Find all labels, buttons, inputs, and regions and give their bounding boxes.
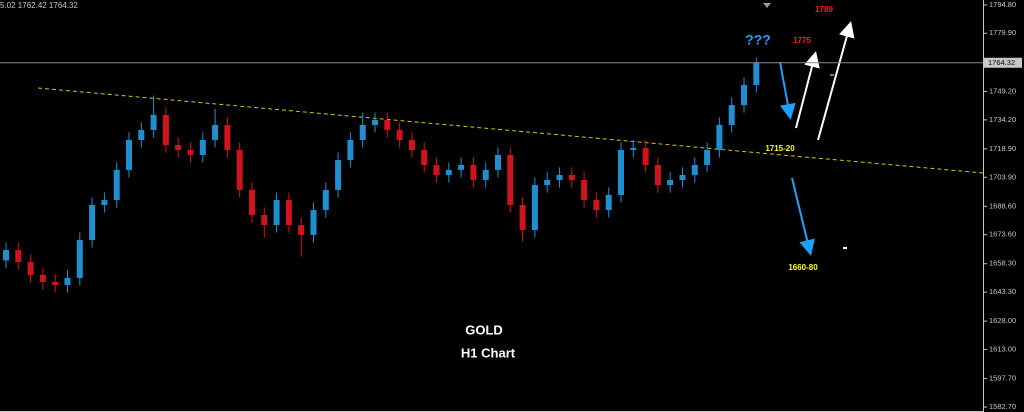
y-tick-label: 1673.60 <box>989 230 1016 239</box>
candle-body <box>15 250 22 263</box>
header: 5.02 1762.42 1764.32 <box>0 1 78 10</box>
candle-body <box>335 160 342 190</box>
price-label-box <box>984 57 1022 68</box>
y-tick-label: 1613.00 <box>989 345 1016 354</box>
candle-body <box>408 139 415 150</box>
y-tick-label: 1794.80 <box>989 0 1016 9</box>
candle-body <box>667 179 674 186</box>
candle-body <box>187 149 194 155</box>
candle-body <box>372 120 378 125</box>
y-tick-label: 1718.90 <box>989 144 1016 153</box>
candle-body <box>310 210 317 235</box>
price-label: 1764.32 <box>988 58 1015 67</box>
candle-body <box>27 262 34 275</box>
candle-body <box>89 204 96 241</box>
candle-body <box>433 164 440 176</box>
y-tick-label: 1749.20 <box>989 86 1016 95</box>
arrow <box>817 21 855 141</box>
y-tick-label: 1597.70 <box>989 374 1016 383</box>
arrow <box>795 51 820 129</box>
candle-body <box>76 240 83 278</box>
candle-body <box>593 200 600 211</box>
annotation: 1789 <box>815 5 833 14</box>
candle-body <box>175 145 182 150</box>
candle-body <box>704 149 711 165</box>
candle-body <box>642 147 649 165</box>
candle-body <box>384 120 391 130</box>
candle-body <box>605 194 612 211</box>
annotation: 1715-20 <box>765 144 795 153</box>
shift-marker <box>763 3 771 8</box>
candle-body <box>519 204 526 230</box>
y-tick-label: 1643.30 <box>989 287 1016 296</box>
y-tick-label: 1628.00 <box>989 316 1016 325</box>
y-tick-label: 1703.90 <box>989 172 1016 181</box>
candle-body <box>212 124 219 140</box>
candle-body <box>470 164 477 180</box>
candle-body <box>531 185 538 230</box>
arrow <box>779 61 796 120</box>
annotation: ??? <box>745 32 771 48</box>
candle-body <box>482 169 489 180</box>
candle-body <box>556 175 563 180</box>
chart-title: GOLD <box>465 322 503 337</box>
candle-body <box>741 84 747 106</box>
candle-body <box>150 114 157 130</box>
candle-body <box>507 154 514 205</box>
y-tick-label: 1658.30 <box>989 259 1016 268</box>
candle-body <box>396 129 403 140</box>
candle-body <box>249 189 255 216</box>
candle-body <box>359 124 366 140</box>
candle-body <box>101 200 108 205</box>
candle-body <box>679 175 686 180</box>
candle-body <box>568 175 575 180</box>
candle-body <box>273 200 280 226</box>
candle-body <box>224 124 231 150</box>
candle-body <box>113 169 120 201</box>
candle-body <box>64 277 71 285</box>
candle-body <box>52 281 59 285</box>
candle-body <box>618 149 624 195</box>
candle-body <box>298 225 305 235</box>
candle-body <box>322 189 329 211</box>
y-tick-label: 1688.60 <box>989 201 1016 210</box>
candle-body <box>138 129 145 140</box>
candle-body <box>630 147 637 150</box>
candle-body <box>581 179 588 201</box>
candle-body <box>285 200 292 226</box>
arrow <box>791 177 815 256</box>
chart-subtitle: H1 Chart <box>461 345 516 360</box>
arrows <box>779 21 855 256</box>
candle-body <box>39 274 46 282</box>
candle-body <box>347 139 354 161</box>
candle-body <box>654 164 661 186</box>
candle-body <box>716 124 723 150</box>
candle-body <box>495 154 501 170</box>
candle-body <box>162 114 169 146</box>
y-tick-label: 1582.70 <box>989 402 1016 411</box>
candle-body <box>691 164 698 176</box>
candle-body <box>261 215 268 226</box>
candle-body <box>728 105 735 125</box>
candle-body <box>753 62 760 85</box>
candle-body <box>126 139 132 170</box>
y-tick-label: 1779.90 <box>989 28 1016 37</box>
candle-body <box>199 139 206 155</box>
candle-body <box>445 169 452 176</box>
candle-body <box>544 179 551 186</box>
annotation: 1660-80 <box>788 263 818 272</box>
candle-body <box>236 149 243 190</box>
candle-body <box>458 164 465 170</box>
annotation: 1775 <box>793 36 811 45</box>
candle-body <box>3 250 9 261</box>
candle-body <box>421 149 428 165</box>
y-tick-label: 1734.20 <box>989 115 1016 124</box>
